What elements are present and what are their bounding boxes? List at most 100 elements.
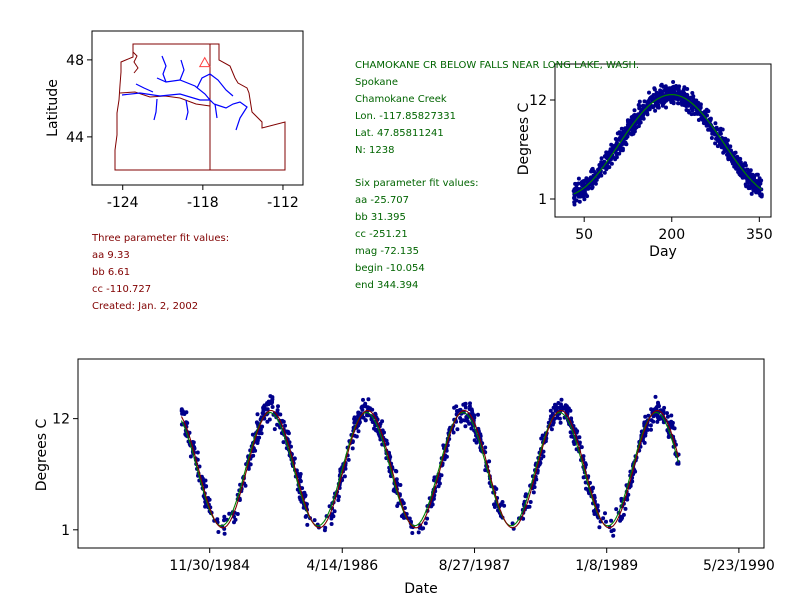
timeseries-point xyxy=(611,533,616,538)
tributary-4 xyxy=(196,73,234,97)
day-chart-point xyxy=(690,108,695,113)
timeseries-point xyxy=(651,419,656,424)
day-chart-point xyxy=(636,124,641,129)
day-chart-point xyxy=(574,186,579,191)
upper-columbia xyxy=(156,77,211,101)
day-chart-point xyxy=(605,164,610,169)
timeseries-point xyxy=(255,412,260,417)
day-chart-point xyxy=(743,161,748,166)
timeseries-point xyxy=(270,405,275,409)
day-chart-xtick-label: 200 xyxy=(658,227,685,243)
timeseries-point xyxy=(592,493,597,498)
timeseries-point xyxy=(363,401,368,406)
tributary-3 xyxy=(153,98,158,121)
timeseries-xtick-label: 11/30/1984 xyxy=(169,558,250,574)
day-chart-point xyxy=(692,112,697,116)
timeseries-point xyxy=(623,506,628,511)
timeseries-point xyxy=(549,427,554,432)
map-panel: -124 -118 -112 48 44 Latitude xyxy=(45,30,304,211)
map-axis: -124 -118 -112 48 44 xyxy=(66,53,299,211)
timeseries-point xyxy=(216,530,221,534)
day-chart-point xyxy=(656,105,661,110)
day-chart-point xyxy=(594,177,599,182)
timeseries-point xyxy=(356,413,361,418)
day-chart-point xyxy=(577,199,582,204)
day-chart-point xyxy=(602,170,607,175)
timeseries-point xyxy=(298,497,303,502)
timeseries-point xyxy=(330,512,335,517)
timeseries-point xyxy=(656,417,661,422)
day-chart-point xyxy=(685,87,690,91)
timeseries-point xyxy=(646,413,651,418)
day-chart-point xyxy=(647,90,651,95)
day-chart-point xyxy=(681,87,686,92)
timeseries-point xyxy=(567,407,572,412)
station-stream: Chamokane Creek xyxy=(355,94,447,105)
day-chart-point xyxy=(703,109,708,114)
timeseries-point xyxy=(463,405,468,410)
timeseries-point xyxy=(336,498,341,503)
day-chart-point xyxy=(709,136,714,140)
timeseries-point xyxy=(188,454,193,459)
day-chart-point xyxy=(645,110,650,115)
station-lon: Lon. -117.85827331 xyxy=(355,111,456,122)
river-network xyxy=(121,55,248,131)
day-chart-point xyxy=(686,108,691,113)
timeseries-xtick-label: 5/23/1990 xyxy=(703,558,775,574)
day-chart-point xyxy=(613,137,618,141)
day-chart-point xyxy=(678,91,683,96)
timeseries-point xyxy=(407,516,412,521)
timeseries-point xyxy=(672,426,677,431)
day-chart-point xyxy=(690,96,695,101)
day-chart-point xyxy=(732,151,737,156)
tributary-5 xyxy=(135,83,154,93)
puget-sound xyxy=(132,51,139,74)
day-chart-point xyxy=(632,115,637,120)
day-chart-point xyxy=(745,180,750,185)
timeseries-point xyxy=(494,487,499,491)
day-chart-point xyxy=(599,156,604,161)
map-xtick-label: -118 xyxy=(187,195,219,211)
timeseries-point xyxy=(195,450,200,455)
day-chart-point xyxy=(671,84,676,89)
timeseries-point xyxy=(436,484,441,489)
day-chart-ylabel: Degrees C xyxy=(516,103,532,176)
day-chart-point xyxy=(702,119,707,124)
timeseries-point xyxy=(492,502,496,507)
timeseries-point xyxy=(338,467,343,472)
day-chart-point xyxy=(690,91,695,95)
day-chart-point xyxy=(650,96,655,101)
timeseries-ytick-label: 1 xyxy=(61,523,70,539)
day-chart-point xyxy=(624,142,629,147)
day-chart-point xyxy=(690,104,695,109)
timeseries-ytick-label: 12 xyxy=(52,412,70,428)
day-chart-ytick-label: 12 xyxy=(529,93,547,109)
day-chart-point xyxy=(719,145,724,150)
day-chart-point xyxy=(752,177,757,182)
timeseries-point xyxy=(579,445,584,450)
day-chart-point xyxy=(759,194,764,199)
timeseries-point xyxy=(527,504,532,509)
day-chart-point xyxy=(572,202,577,207)
day-chart-point xyxy=(738,156,743,161)
timeseries-point xyxy=(604,519,608,524)
timeseries-point xyxy=(312,518,317,523)
timeseries-point xyxy=(203,478,208,483)
day-chart-point xyxy=(720,127,725,132)
timeseries-point xyxy=(619,516,623,521)
timeseries-point xyxy=(656,400,660,405)
timeseries-point xyxy=(204,484,208,489)
day-chart-point xyxy=(661,101,666,106)
timeseries-point xyxy=(614,507,619,512)
timeseries-point xyxy=(502,503,507,508)
timeseries-point xyxy=(275,408,280,413)
timeseries-point xyxy=(265,401,270,406)
day-chart-point xyxy=(725,152,729,157)
timeseries-point xyxy=(472,413,477,418)
timeseries-point xyxy=(483,468,488,473)
map-ytick-label: 44 xyxy=(66,130,84,146)
day-chart-point xyxy=(593,181,598,186)
day-chart-point xyxy=(618,148,623,153)
timeseries-point xyxy=(577,435,582,440)
timeseries-point xyxy=(421,526,426,531)
